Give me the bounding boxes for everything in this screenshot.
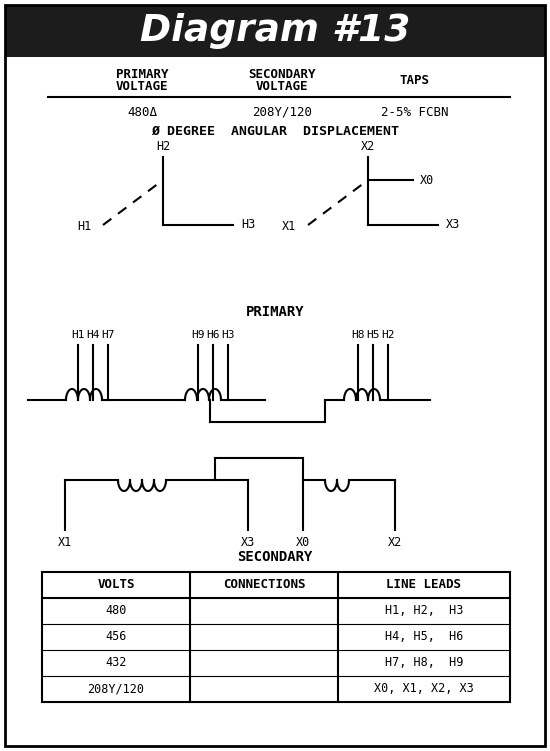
Text: PRIMARY: PRIMARY xyxy=(116,68,168,80)
Text: X1: X1 xyxy=(58,535,72,548)
Text: X3: X3 xyxy=(446,219,460,231)
Text: 480: 480 xyxy=(105,605,126,617)
Text: 208Y/120: 208Y/120 xyxy=(252,105,312,119)
Text: LINE LEADS: LINE LEADS xyxy=(387,578,461,592)
Text: X0: X0 xyxy=(420,173,434,186)
Text: H2: H2 xyxy=(156,140,170,153)
Text: VOLTAGE: VOLTAGE xyxy=(256,80,308,94)
Text: H6: H6 xyxy=(206,330,220,340)
Text: 432: 432 xyxy=(105,656,126,669)
Bar xyxy=(42,572,510,702)
Text: H1: H1 xyxy=(77,221,91,234)
Text: H7: H7 xyxy=(101,330,115,340)
Text: H9: H9 xyxy=(191,330,205,340)
Text: H4, H5,  H6: H4, H5, H6 xyxy=(385,631,463,644)
Text: H8: H8 xyxy=(351,330,365,340)
Bar xyxy=(5,5,545,57)
Text: PRIMARY: PRIMARY xyxy=(246,305,304,319)
Text: 208Y/120: 208Y/120 xyxy=(87,683,145,695)
Text: CONNECTIONS: CONNECTIONS xyxy=(223,578,305,592)
Text: TAPS: TAPS xyxy=(400,74,430,87)
Text: 2-5% FCBN: 2-5% FCBN xyxy=(381,105,449,119)
Text: H5: H5 xyxy=(366,330,379,340)
Text: X2: X2 xyxy=(388,535,402,548)
Text: H4: H4 xyxy=(86,330,100,340)
Text: H1, H2,  H3: H1, H2, H3 xyxy=(385,605,463,617)
Text: Diagram #13: Diagram #13 xyxy=(140,13,410,49)
Text: X1: X1 xyxy=(282,221,296,234)
Text: 456: 456 xyxy=(105,631,126,644)
Text: X3: X3 xyxy=(241,535,255,548)
Text: X2: X2 xyxy=(361,140,375,153)
Text: VOLTAGE: VOLTAGE xyxy=(116,80,168,94)
Text: H2: H2 xyxy=(381,330,395,340)
Text: 480Δ: 480Δ xyxy=(127,105,157,119)
Text: H3: H3 xyxy=(221,330,235,340)
Text: SECONDARY: SECONDARY xyxy=(248,68,316,80)
Text: H7, H8,  H9: H7, H8, H9 xyxy=(385,656,463,669)
Text: X0: X0 xyxy=(296,535,310,548)
Text: Ø DEGREE  ANGULAR  DISPLACEMENT: Ø DEGREE ANGULAR DISPLACEMENT xyxy=(151,125,399,137)
Text: VOLTS: VOLTS xyxy=(97,578,135,592)
Text: H3: H3 xyxy=(241,219,255,231)
Text: X0, X1, X2, X3: X0, X1, X2, X3 xyxy=(374,683,474,695)
Text: H1: H1 xyxy=(72,330,85,340)
Text: SECONDARY: SECONDARY xyxy=(237,550,313,564)
